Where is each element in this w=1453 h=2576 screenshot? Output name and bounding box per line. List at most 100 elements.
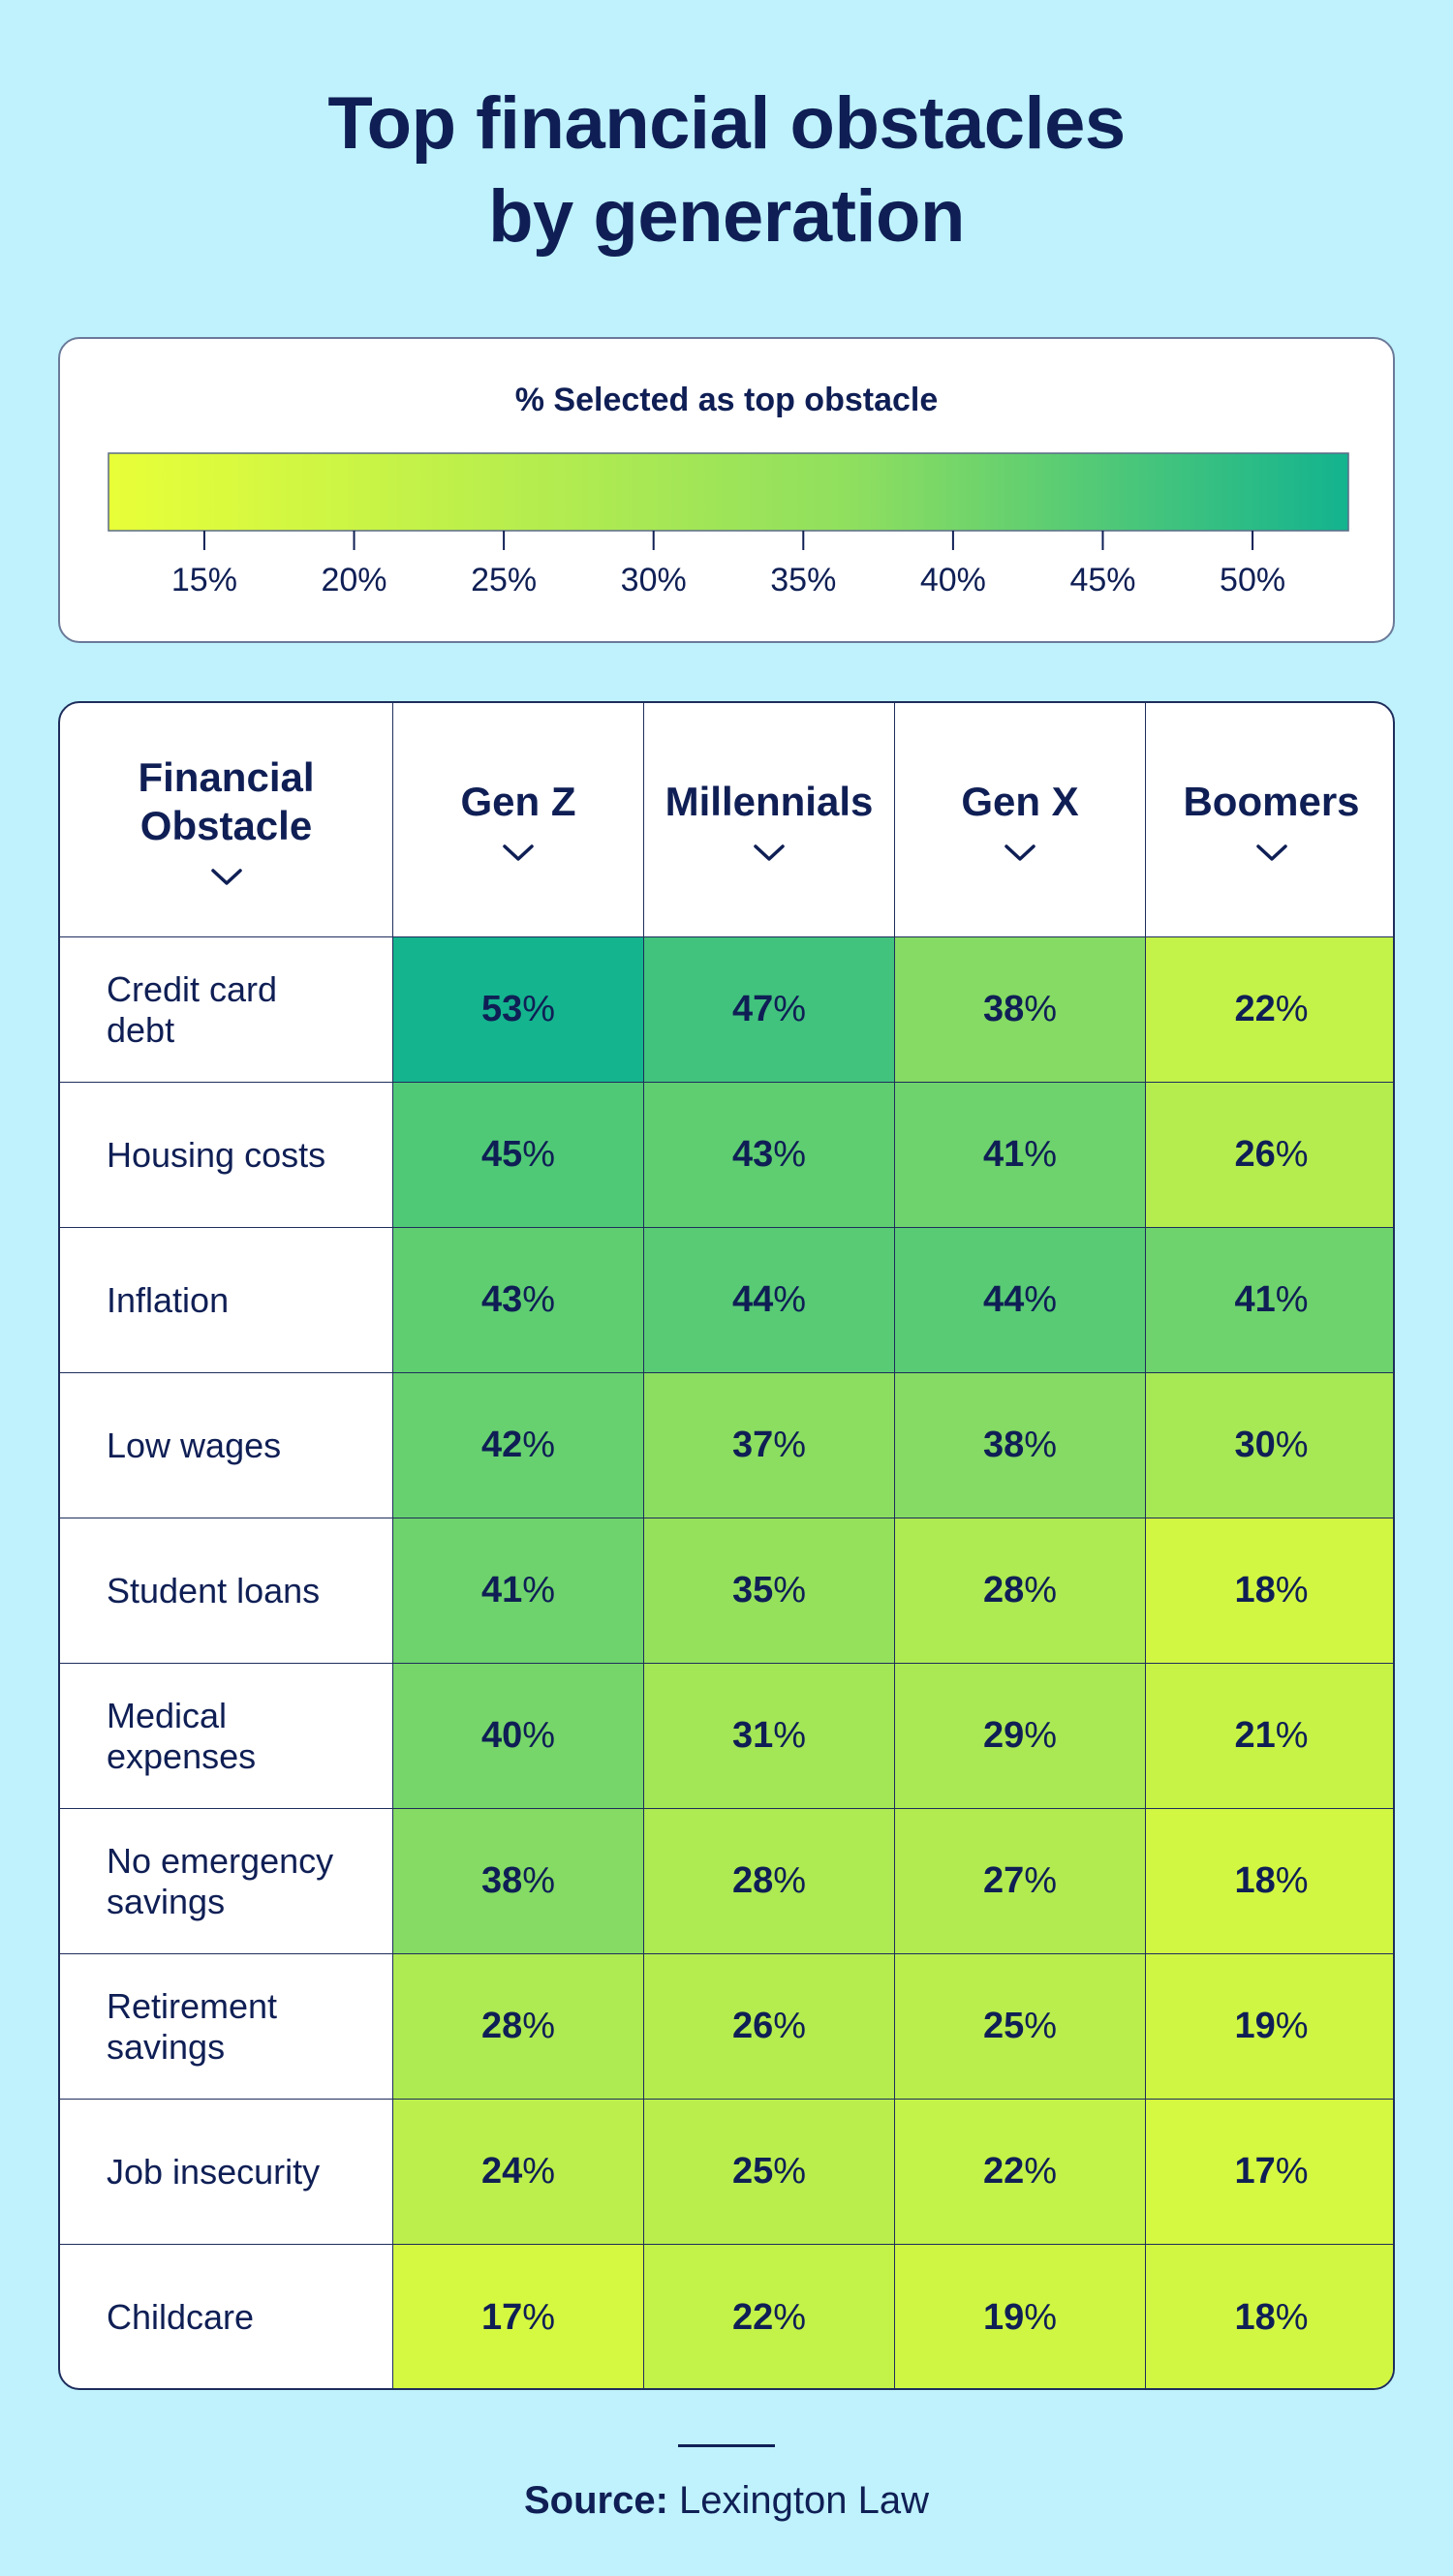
legend-scale: 15% 20% 25% 30% 35% 40% 45% 50% — [108, 452, 1349, 598]
cell-value: 41 — [1234, 1279, 1276, 1320]
heatmap-cell: 21% — [1146, 1664, 1393, 1808]
heatmap-cell: 41% — [393, 1518, 644, 1663]
table-row: Medical expenses 40% 31% 29% 21% — [60, 1664, 1393, 1809]
column-header-genx[interactable]: Gen X — [895, 703, 1146, 936]
source-text: Lexington Law — [679, 2479, 930, 2522]
heatmap-cell: 47% — [644, 937, 895, 1082]
cell-value: 21 — [1234, 1715, 1276, 1756]
cell-suffix: % — [1275, 2296, 1309, 2338]
cell-suffix: % — [1024, 989, 1058, 1029]
cell-suffix: % — [773, 1715, 807, 1756]
cell-value: 53 — [480, 989, 523, 1029]
heatmap-cell: 26% — [1146, 1083, 1393, 1227]
heatmap-cell: 28% — [644, 1809, 895, 1953]
cell-suffix: % — [1275, 1570, 1309, 1610]
cell-value: 18 — [1234, 1570, 1276, 1610]
heatmap-cell: 29% — [895, 1664, 1146, 1808]
cell-suffix: % — [1024, 1570, 1058, 1610]
header-line: Financial — [138, 753, 315, 800]
cell-value: 27 — [982, 1860, 1025, 1901]
cell-suffix: % — [773, 1279, 807, 1320]
heatmap-cell: 18% — [1146, 2245, 1393, 2388]
column-header-obstacle[interactable]: Financial Obstacle — [60, 703, 393, 936]
obstacle-label: Inflation — [60, 1228, 393, 1372]
column-header-label: Boomers — [1183, 778, 1359, 826]
cell-value: 28 — [480, 2006, 523, 2046]
cell-value: 45 — [480, 1134, 523, 1175]
legend-tick-label: 25% — [471, 562, 537, 598]
legend-tick-label: 35% — [770, 562, 836, 598]
cell-value: 47 — [731, 989, 774, 1029]
column-header-label: Gen X — [961, 778, 1078, 826]
cell-suffix: % — [522, 1134, 556, 1175]
cell-value: 18 — [1234, 1860, 1276, 1901]
cell-suffix: % — [773, 2151, 807, 2192]
chevron-down-icon[interactable] — [1004, 843, 1036, 863]
cell-value: 22 — [1234, 989, 1276, 1029]
cell-value: 18 — [1234, 2296, 1276, 2338]
column-header-genz[interactable]: Gen Z — [393, 703, 644, 936]
heatmap-cell: 44% — [644, 1228, 895, 1372]
table-row: Childcare 17% 22% 19% 18% — [60, 2245, 1393, 2388]
cell-value: 44 — [982, 1279, 1025, 1320]
header-line: Obstacle — [139, 802, 313, 848]
legend-title: % Selected as top obstacle — [514, 382, 939, 418]
legend-tick-label: 15% — [171, 562, 237, 598]
cell-suffix: % — [1024, 1134, 1058, 1175]
title-line-1: Top financial obstacles — [327, 82, 1126, 165]
chevron-down-icon[interactable] — [753, 843, 786, 863]
obstacle-line: Inflation — [107, 1279, 230, 1320]
heatmap-cell: 31% — [644, 1664, 895, 1808]
cell-value: 40 — [480, 1715, 523, 1756]
obstacle-label: Medical expenses — [60, 1664, 393, 1808]
heatmap-cell: 27% — [895, 1809, 1146, 1953]
heatmap-cell: 38% — [895, 1373, 1146, 1518]
obstacle-line: debt — [107, 1009, 175, 1050]
obstacle-line: savings — [107, 1881, 226, 1921]
cell-suffix: % — [522, 989, 556, 1029]
table-row: Inflation 43% 44% 44% 41% — [60, 1228, 1393, 1373]
cell-suffix: % — [773, 1570, 807, 1610]
chevron-down-icon[interactable] — [210, 868, 243, 887]
source-label: Source: — [523, 2479, 668, 2522]
heatmap-cell: 41% — [895, 1083, 1146, 1227]
cell-value: 41 — [982, 1134, 1025, 1175]
heatmap-cell: 28% — [895, 1518, 1146, 1663]
heatmap-cell: 17% — [393, 2245, 644, 2388]
title-line-2: by generation — [488, 175, 965, 258]
chart-title: Top financial obstacles by generation — [0, 77, 1453, 263]
cell-suffix: % — [522, 1279, 556, 1320]
heatmap-cell: 38% — [895, 937, 1146, 1082]
obstacle-line: Childcare — [107, 2297, 255, 2337]
cell-suffix: % — [1275, 1279, 1309, 1320]
table-row: Student loans 41% 35% 28% 18% — [60, 1518, 1393, 1664]
chevron-down-icon[interactable] — [502, 843, 535, 863]
column-header-boomers[interactable]: Boomers — [1146, 703, 1393, 936]
cell-value: 38 — [480, 1860, 523, 1901]
cell-suffix: % — [1275, 1860, 1309, 1901]
cell-value: 22 — [731, 2296, 774, 2338]
cell-suffix: % — [773, 2296, 807, 2338]
obstacle-label: Low wages — [60, 1373, 393, 1518]
chevron-down-icon[interactable] — [1255, 843, 1288, 863]
cell-suffix: % — [522, 2151, 556, 2192]
heatmap-cell: 18% — [1146, 1809, 1393, 1953]
cell-suffix: % — [1275, 989, 1309, 1029]
column-header-millennials[interactable]: Millennials — [644, 703, 895, 936]
heatmap-cell: 17% — [1146, 2100, 1393, 2244]
heatmap-cell: 30% — [1146, 1373, 1393, 1518]
table-row: No emergency savings 38% 28% 27% 18% — [60, 1809, 1393, 1954]
cell-value: 19 — [1234, 2006, 1276, 2046]
obstacle-label: No emergency savings — [60, 1809, 393, 1953]
obstacle-line: Medical — [107, 1695, 228, 1735]
cell-value: 38 — [982, 1425, 1025, 1465]
heatmap-cell: 18% — [1146, 1518, 1393, 1663]
cell-suffix: % — [1024, 2151, 1058, 2192]
heatmap-cell: 25% — [895, 1954, 1146, 2099]
heatmap-cell: 24% — [393, 2100, 644, 2244]
cell-value: 26 — [731, 2006, 774, 2046]
obstacle-line: Housing costs — [107, 1134, 326, 1175]
table-row: Housing costs 45% 43% 41% 26% — [60, 1083, 1393, 1228]
legend-tick-label: 30% — [621, 562, 687, 598]
table-row: Job insecurity 24% 25% 22% 17% — [60, 2100, 1393, 2245]
